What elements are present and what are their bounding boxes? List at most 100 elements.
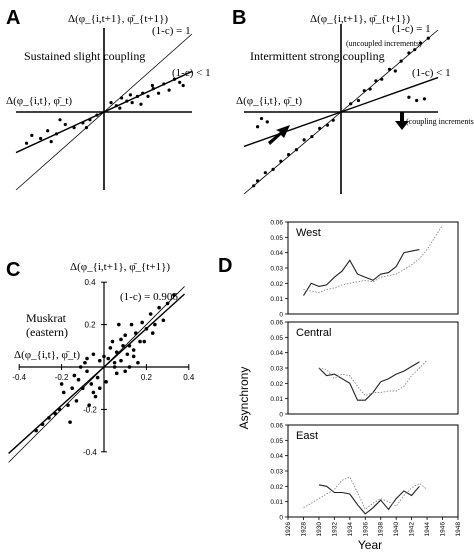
data-point (368, 87, 372, 91)
panel-c-letter: C (6, 259, 20, 281)
data-point (24, 141, 29, 145)
x-tick-label: 0.4 (183, 373, 195, 382)
y-tick-label: 0.4 (84, 278, 96, 287)
panel-a-description: Sustained slight coupling (24, 49, 145, 63)
data-point (148, 312, 153, 316)
data-point (54, 132, 59, 136)
panel-d: D Asynchrony Year 00.010.020.030.040.050… (218, 220, 462, 553)
data-point (128, 93, 132, 97)
data-point (374, 79, 378, 83)
data-point (413, 48, 417, 52)
data-point (119, 358, 123, 363)
data-point (114, 350, 119, 354)
data-point (97, 358, 102, 363)
y-tick-label: 0.04 (270, 350, 283, 357)
data-point (117, 322, 121, 327)
data-point (91, 390, 96, 395)
y-tick-label: 0 (279, 312, 283, 319)
y-tick-label: 0.01 (270, 499, 283, 506)
x-tick-label: 1946 (440, 522, 447, 537)
data-point (151, 87, 155, 91)
x-tick-label: 1944 (424, 522, 431, 537)
x-tick-label: 1930 (316, 522, 323, 537)
data-point (255, 179, 260, 183)
data-point (93, 394, 98, 399)
y-tick-label: 0.04 (270, 250, 283, 257)
data-point (142, 339, 147, 344)
data-point (74, 399, 79, 403)
panel-b-y-axis-label: Δ(φ_{i,t+1}, φ̄_{t+1}) (310, 13, 410, 25)
data-point (114, 104, 118, 108)
data-point (123, 333, 127, 338)
data-point (34, 428, 38, 433)
y-tick-label: 0.04 (270, 453, 283, 460)
x-tick-label: 1926 (285, 522, 292, 537)
data-point (63, 122, 67, 127)
panel-a-x-axis-label: Δ(φ_{i,t}, φ̄_t) (6, 95, 72, 107)
data-point (356, 98, 361, 103)
panel-c-x-axis-label: Δ(φ_{i,t}, φ̄_t) (14, 349, 80, 361)
data-point (362, 89, 366, 93)
data-point (58, 118, 62, 122)
data-point (118, 106, 122, 110)
data-point (81, 121, 85, 125)
data-point (97, 386, 102, 391)
panel-c: C Δ(φ_{i,t+1}, φ̄_{t+1}) Δ(φ_{i,t}, φ̄_t… (6, 259, 195, 463)
data-point (131, 348, 136, 352)
y-tick-label: 0.05 (270, 235, 283, 242)
data-point (89, 382, 94, 386)
data-point (255, 125, 260, 129)
arrow-up-icon (268, 125, 290, 145)
data-point (112, 360, 117, 365)
panel-b-letter: B (232, 7, 246, 29)
y-tick-label: 0.06 (270, 220, 283, 227)
series-line-solid (303, 249, 420, 296)
data-point (66, 403, 70, 407)
panel-d-ylabel: Asynchrony (237, 367, 251, 430)
data-point (39, 136, 43, 141)
data-point (127, 365, 132, 369)
data-point (138, 339, 142, 344)
data-point (125, 352, 130, 357)
data-point (426, 36, 430, 40)
data-point (57, 407, 62, 412)
panel-d-plot: 0 0.01 0.02 0.03 0.04 0.05 0.06 West 0 0.01 0.02 0.… (270, 220, 462, 537)
x-tick-label: 1942 (409, 522, 416, 537)
data-point (153, 322, 157, 327)
data-point (131, 354, 136, 359)
x-tick-label: 0.2 (141, 373, 153, 382)
data-point (318, 126, 322, 130)
data-point (139, 102, 143, 106)
data-point (110, 339, 115, 344)
data-point (172, 293, 176, 297)
series-line-dotted (303, 476, 428, 511)
data-point (40, 422, 45, 427)
x-tick-label: 1940 (393, 522, 400, 537)
data-point (287, 153, 291, 157)
data-point (167, 88, 171, 92)
data-point (91, 352, 96, 357)
data-point (108, 346, 113, 350)
data-point (59, 382, 64, 386)
data-point (119, 337, 123, 342)
y-tick-label: 0 (279, 515, 283, 522)
data-point (125, 99, 129, 103)
data-point (102, 354, 106, 359)
data-point (393, 69, 397, 73)
data-point (146, 94, 150, 98)
data-point (68, 420, 72, 424)
data-point (271, 167, 275, 171)
data-point (130, 101, 134, 105)
data-point (72, 126, 76, 130)
series-line-solid (318, 484, 420, 515)
y-tick-label: -0.2 (83, 405, 97, 414)
data-point (349, 102, 353, 106)
data-point (112, 365, 117, 369)
data-point (140, 320, 144, 325)
data-point (121, 344, 125, 348)
data-point (70, 386, 74, 391)
y-tick-label: 0.01 (270, 396, 283, 403)
data-point (109, 101, 113, 105)
data-point (157, 305, 161, 310)
